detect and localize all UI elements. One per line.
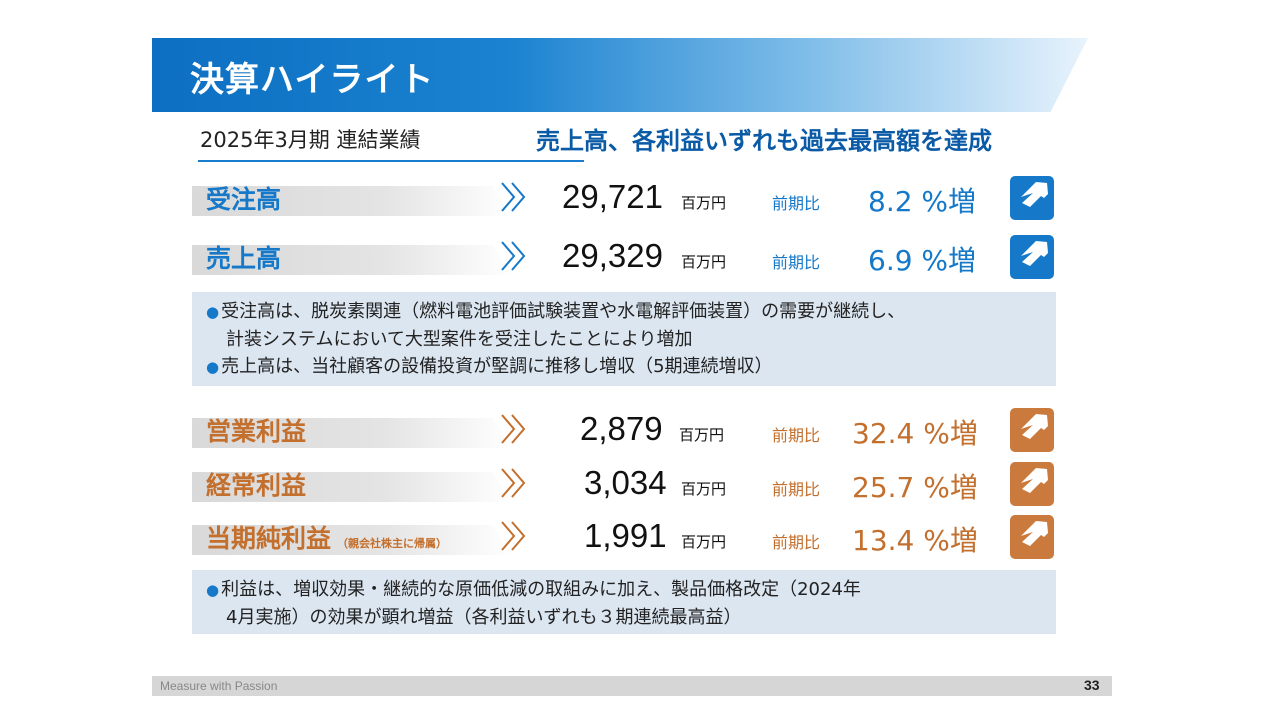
metric-value: 29,329: [562, 237, 663, 274]
yoy-value: 13.4 %増: [852, 524, 978, 557]
double-chevron-right-icon: [501, 241, 526, 271]
metric-row-orders: 受注高 29,721 百万円 前期比 8.2 %増: [192, 176, 1062, 222]
page-number: 33: [1084, 677, 1100, 693]
yoy-label: 前期比: [772, 533, 821, 552]
metric-value: 2,879: [580, 410, 663, 447]
metric-label: 当期純利益 （親会社株主に帰属）: [206, 519, 447, 555]
yoy-value: 8.2 %増: [868, 185, 977, 218]
metric-value: 3,034: [584, 464, 667, 501]
metric-label-sub: （親会社株主に帰属）: [337, 537, 448, 550]
bullet: ●: [206, 358, 220, 376]
double-chevron-right-icon: [501, 182, 526, 212]
yoy-label: 前期比: [772, 426, 821, 445]
metric-row-sales: 売上高 29,329 百万円 前期比 6.9 %増: [192, 235, 1062, 281]
yoy-label: 前期比: [772, 194, 821, 213]
metric-unit: 百万円: [681, 253, 727, 271]
note-line: ● 受注高は、脱炭素関連（燃料電池評価試験装置や水電解評価装置）の需要が継続し、: [206, 298, 1042, 326]
metric-unit: 百万円: [681, 480, 727, 498]
slide-title: 決算ハイライト: [190, 60, 435, 100]
headline: 売上高、各利益いずれも過去最高額を達成: [536, 127, 992, 155]
yoy-label: 前期比: [772, 480, 821, 499]
period-label: 2025年3月期 連結業績: [200, 128, 421, 152]
metric-unit: 百万円: [679, 426, 725, 444]
yoy-value: 25.7 %増: [852, 471, 978, 504]
arrow-up-right-icon: [1010, 176, 1054, 220]
arrow-up-right-icon: [1010, 235, 1054, 279]
metric-label: 売上高: [206, 244, 282, 273]
metric-row-net-income: 当期純利益 （親会社株主に帰属） 1,991 百万円 前期比 13.4 %増: [192, 515, 1062, 561]
metric-label-text: 当期純利益: [206, 524, 332, 553]
double-chevron-right-icon: [501, 414, 526, 444]
metric-label: 経常利益: [206, 471, 307, 500]
metric-value: 1,991: [584, 517, 667, 554]
bullet: ●: [206, 303, 220, 321]
double-chevron-right-icon: [501, 521, 526, 551]
arrow-up-right-icon: [1010, 515, 1054, 559]
note-line: ● 売上高は、当社顧客の設備投資が堅調に推移し増収（5期連続増収）: [206, 353, 1042, 381]
yoy-value: 6.9 %増: [868, 244, 977, 277]
label-band: [192, 418, 512, 448]
bullet: ●: [206, 581, 220, 599]
metric-value: 29,721: [562, 178, 663, 215]
label-band: [192, 525, 512, 555]
metric-unit: 百万円: [681, 194, 727, 212]
double-chevron-right-icon: [501, 468, 526, 498]
note-line: 4月実施）の効果が顕れ増益（各利益いずれも３期連続最高益）: [226, 607, 742, 628]
label-band: [192, 472, 512, 502]
yoy-label: 前期比: [772, 253, 821, 272]
note-text: 利益は、増収効果・継続的な原価低減の取組みに加え、製品価格改定（2024年: [221, 579, 861, 600]
metric-unit: 百万円: [681, 533, 727, 551]
note-line: ● 利益は、増収効果・継続的な原価低減の取組みに加え、製品価格改定（2024年: [206, 576, 1042, 604]
period-underline: [198, 160, 584, 162]
note-line: 計装システムにおいて大型案件を受注したことにより増加: [226, 329, 693, 350]
metric-row-ordinary-profit: 経常利益 3,034 百万円 前期比 25.7 %増: [192, 462, 1062, 508]
note-text: 売上高は、当社顧客の設備投資が堅調に推移し増収（5期連続増収）: [221, 356, 773, 377]
footer-tagline: Measure with Passion: [160, 679, 278, 693]
footer-bar: [152, 676, 1112, 696]
arrow-up-right-icon: [1010, 462, 1054, 506]
label-band: [192, 245, 512, 275]
arrow-up-right-icon: [1010, 408, 1054, 452]
note-box-profit: ● 利益は、増収効果・継続的な原価低減の取組みに加え、製品価格改定（2024年 4…: [192, 570, 1056, 634]
note-box-sales: ● 受注高は、脱炭素関連（燃料電池評価試験装置や水電解評価装置）の需要が継続し、 …: [192, 292, 1056, 386]
metric-label: 受注高: [206, 185, 282, 214]
label-band: [192, 186, 512, 216]
note-text: 受注高は、脱炭素関連（燃料電池評価試験装置や水電解評価装置）の需要が継続し、: [221, 301, 906, 322]
yoy-value: 32.4 %増: [852, 417, 978, 450]
metric-row-operating-profit: 営業利益 2,879 百万円 前期比 32.4 %増: [192, 408, 1062, 454]
metric-label: 営業利益: [206, 417, 307, 446]
title-bar: 決算ハイライト: [152, 38, 1088, 112]
